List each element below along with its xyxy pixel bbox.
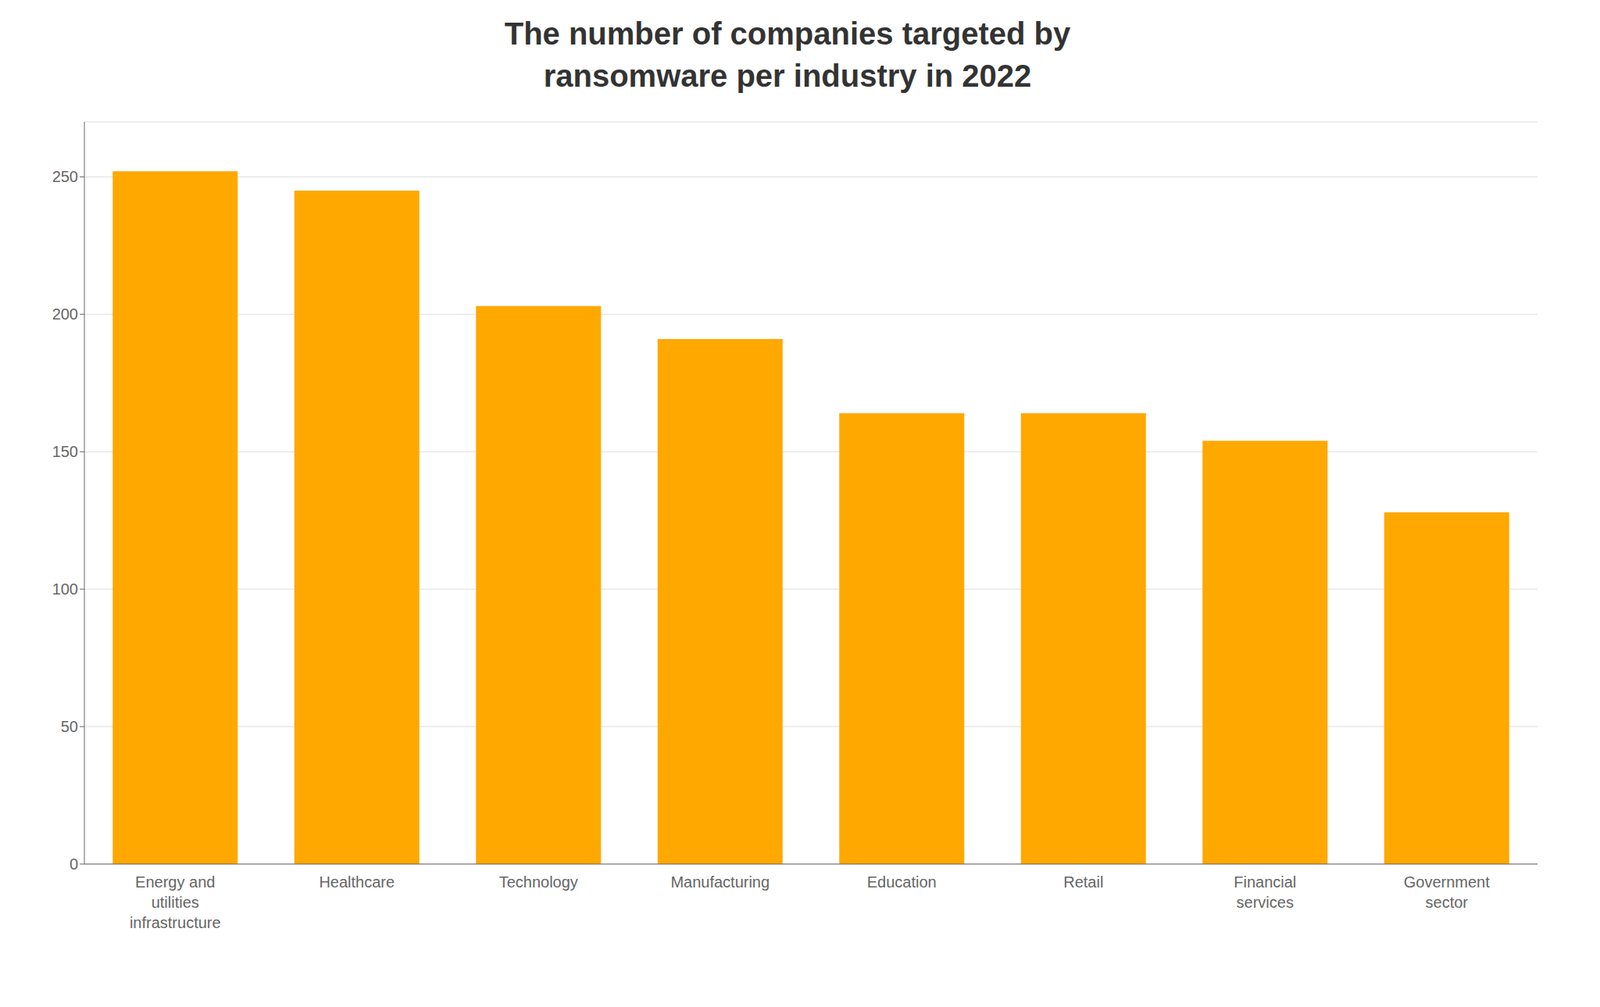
svg-text:Financialservices: Financialservices [1233,873,1297,911]
svg-text:Manufacturing: Manufacturing [670,873,770,891]
svg-text:Technology: Technology [499,873,579,891]
html-text:The number of companies target: The number of companies targeted by rans… [504,16,1071,93]
svg-text:100: 100 [52,580,79,598]
svg-text:Education: Education [867,873,937,891]
svg-text:0: 0 [69,855,79,873]
svg-text:200: 200 [52,305,79,323]
svg-text:Retail: Retail [1063,873,1104,891]
svg-text:Healthcare: Healthcare [318,873,395,891]
svg-text:250: 250 [52,167,79,186]
svg-text:50: 50 [60,717,79,736]
svg-text:Energy andutilitiesinfrastruct: Energy andutilitiesinfrastructure [129,873,222,932]
svg-text:Governmentsector: Governmentsector [1403,873,1490,911]
svg-text:150: 150 [52,442,79,461]
